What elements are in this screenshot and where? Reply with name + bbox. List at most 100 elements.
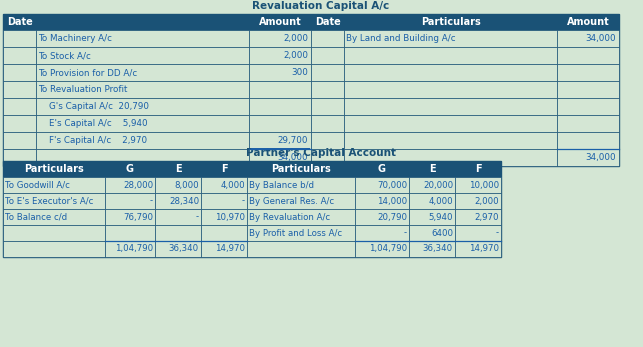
FancyBboxPatch shape xyxy=(105,161,155,177)
FancyBboxPatch shape xyxy=(455,193,501,209)
FancyBboxPatch shape xyxy=(409,241,455,257)
Text: 28,000: 28,000 xyxy=(123,180,153,189)
Text: 70,000: 70,000 xyxy=(377,180,407,189)
Text: 34,000: 34,000 xyxy=(585,153,616,162)
Text: To Goodwill A/c: To Goodwill A/c xyxy=(5,180,70,189)
FancyBboxPatch shape xyxy=(105,241,155,257)
Text: 34,000: 34,000 xyxy=(585,34,616,43)
FancyBboxPatch shape xyxy=(355,225,409,241)
FancyBboxPatch shape xyxy=(311,149,344,166)
Text: 10,000: 10,000 xyxy=(469,180,499,189)
FancyBboxPatch shape xyxy=(249,47,311,64)
Text: 2,000: 2,000 xyxy=(283,51,308,60)
FancyBboxPatch shape xyxy=(455,209,501,225)
FancyBboxPatch shape xyxy=(3,14,619,166)
FancyBboxPatch shape xyxy=(3,81,36,98)
Text: -: - xyxy=(404,229,407,237)
Text: Amount: Amount xyxy=(566,17,610,27)
Text: By Balance b/d: By Balance b/d xyxy=(249,180,314,189)
FancyBboxPatch shape xyxy=(247,177,355,193)
FancyBboxPatch shape xyxy=(36,14,249,30)
Text: 2,000: 2,000 xyxy=(283,34,308,43)
Text: Revaluation Capital A/c: Revaluation Capital A/c xyxy=(252,1,390,11)
Text: 2,970: 2,970 xyxy=(475,212,499,221)
FancyBboxPatch shape xyxy=(344,47,557,64)
Text: 4,000: 4,000 xyxy=(221,180,245,189)
FancyBboxPatch shape xyxy=(249,115,311,132)
Text: E: E xyxy=(429,164,435,174)
FancyBboxPatch shape xyxy=(155,161,201,177)
FancyBboxPatch shape xyxy=(3,177,105,193)
FancyBboxPatch shape xyxy=(455,161,501,177)
FancyBboxPatch shape xyxy=(344,81,557,98)
FancyBboxPatch shape xyxy=(344,98,557,115)
Text: G's Capital A/c  20,790: G's Capital A/c 20,790 xyxy=(38,102,149,111)
FancyBboxPatch shape xyxy=(557,47,619,64)
Text: 1,04,790: 1,04,790 xyxy=(115,245,153,254)
Text: Particulars: Particulars xyxy=(271,164,331,174)
Text: 4,000: 4,000 xyxy=(428,196,453,205)
Text: To E's Executor's A/c: To E's Executor's A/c xyxy=(5,196,93,205)
Text: 36,340: 36,340 xyxy=(423,245,453,254)
FancyBboxPatch shape xyxy=(105,225,155,241)
Text: Date: Date xyxy=(314,17,340,27)
FancyBboxPatch shape xyxy=(3,64,36,81)
FancyBboxPatch shape xyxy=(557,64,619,81)
Text: 2,000: 2,000 xyxy=(475,196,499,205)
FancyBboxPatch shape xyxy=(36,132,249,149)
Text: F: F xyxy=(475,164,482,174)
FancyBboxPatch shape xyxy=(36,115,249,132)
Text: -: - xyxy=(150,196,153,205)
FancyBboxPatch shape xyxy=(557,132,619,149)
Text: Particulars: Particulars xyxy=(24,164,84,174)
Text: 76,790: 76,790 xyxy=(123,212,153,221)
FancyBboxPatch shape xyxy=(249,30,311,47)
FancyBboxPatch shape xyxy=(557,14,619,30)
FancyBboxPatch shape xyxy=(311,47,344,64)
Text: To Balance c/d: To Balance c/d xyxy=(5,212,67,221)
Text: F: F xyxy=(221,164,228,174)
FancyBboxPatch shape xyxy=(311,14,344,30)
Text: 6400: 6400 xyxy=(431,229,453,237)
FancyBboxPatch shape xyxy=(201,241,247,257)
FancyBboxPatch shape xyxy=(3,225,105,241)
FancyBboxPatch shape xyxy=(3,241,105,257)
FancyBboxPatch shape xyxy=(311,132,344,149)
Text: -: - xyxy=(496,229,499,237)
FancyBboxPatch shape xyxy=(311,115,344,132)
FancyBboxPatch shape xyxy=(557,30,619,47)
FancyBboxPatch shape xyxy=(344,30,557,47)
FancyBboxPatch shape xyxy=(36,64,249,81)
Text: By Revaluation A/c: By Revaluation A/c xyxy=(249,212,330,221)
Text: G: G xyxy=(126,164,134,174)
Text: 29,700: 29,700 xyxy=(278,136,308,145)
FancyBboxPatch shape xyxy=(3,149,36,166)
Text: 14,970: 14,970 xyxy=(215,245,245,254)
Text: 34,000: 34,000 xyxy=(277,153,308,162)
FancyBboxPatch shape xyxy=(247,161,355,177)
FancyBboxPatch shape xyxy=(557,81,619,98)
Text: 300: 300 xyxy=(291,68,308,77)
FancyBboxPatch shape xyxy=(355,177,409,193)
FancyBboxPatch shape xyxy=(557,115,619,132)
FancyBboxPatch shape xyxy=(344,64,557,81)
FancyBboxPatch shape xyxy=(3,14,36,30)
Text: 20,790: 20,790 xyxy=(377,212,407,221)
FancyBboxPatch shape xyxy=(311,30,344,47)
Text: By General Res. A/c: By General Res. A/c xyxy=(249,196,334,205)
FancyBboxPatch shape xyxy=(311,64,344,81)
FancyBboxPatch shape xyxy=(36,81,249,98)
Text: 28,340: 28,340 xyxy=(169,196,199,205)
FancyBboxPatch shape xyxy=(36,149,249,166)
FancyBboxPatch shape xyxy=(105,209,155,225)
Text: 14,970: 14,970 xyxy=(469,245,499,254)
FancyBboxPatch shape xyxy=(105,193,155,209)
FancyBboxPatch shape xyxy=(247,225,355,241)
FancyBboxPatch shape xyxy=(155,225,201,241)
FancyBboxPatch shape xyxy=(409,193,455,209)
FancyBboxPatch shape xyxy=(3,161,501,257)
FancyBboxPatch shape xyxy=(36,47,249,64)
FancyBboxPatch shape xyxy=(201,209,247,225)
Text: 36,340: 36,340 xyxy=(169,245,199,254)
FancyBboxPatch shape xyxy=(201,225,247,241)
